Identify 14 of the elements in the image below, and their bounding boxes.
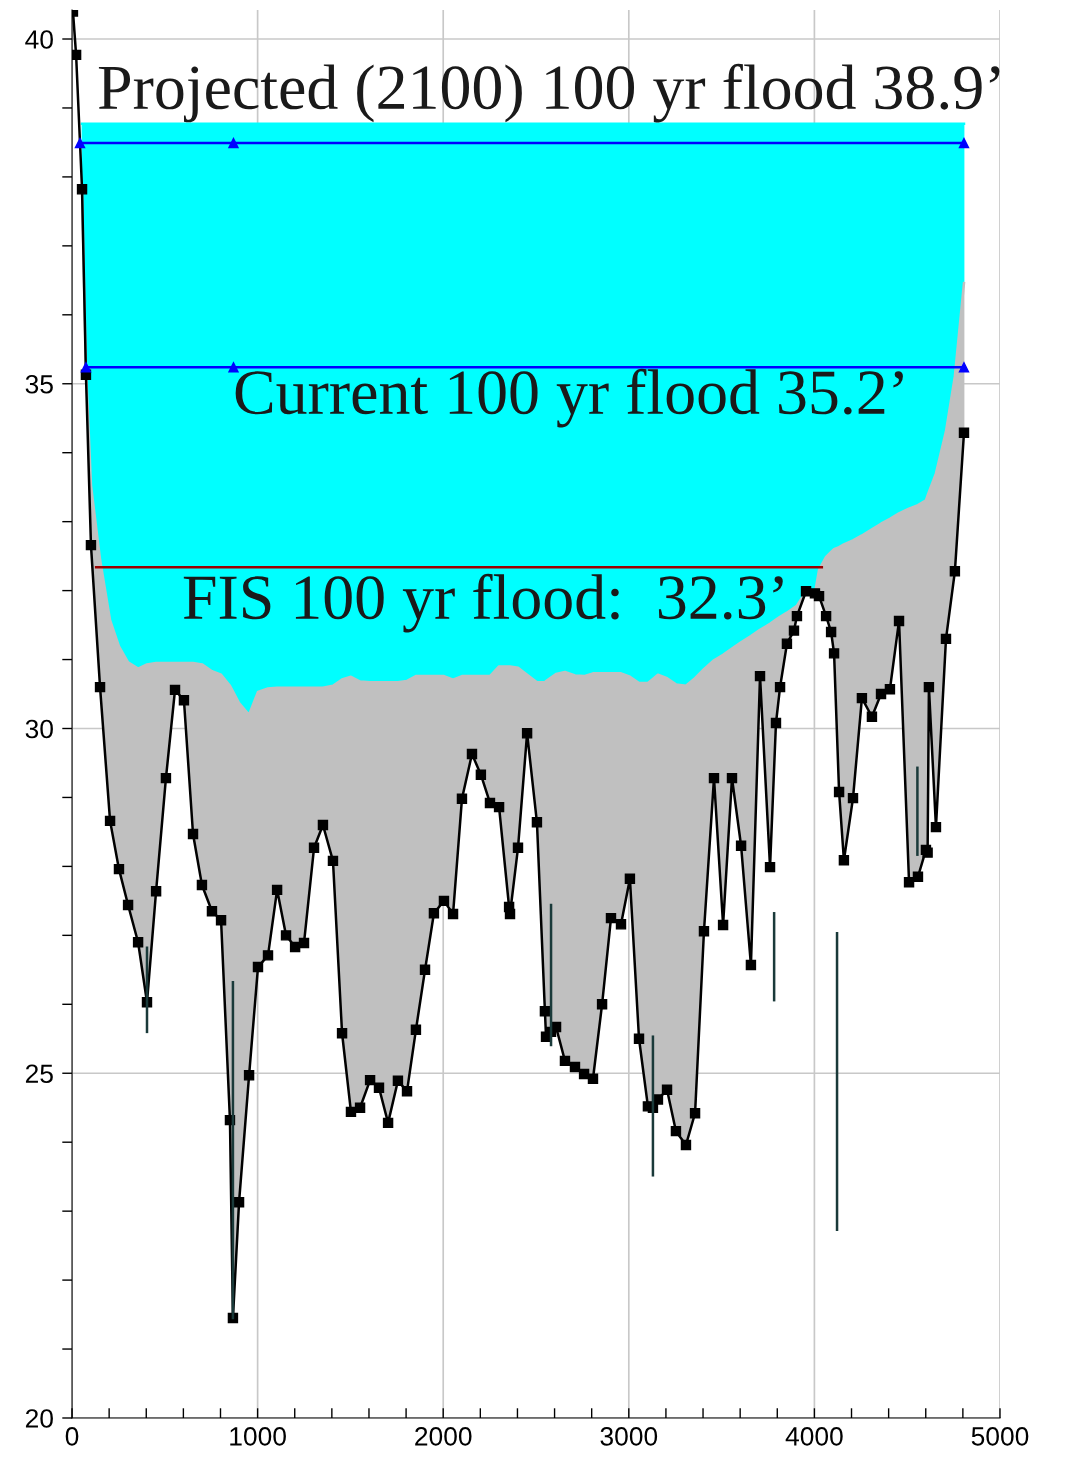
y-tick-label: 40 (25, 30, 53, 49)
y-tick-label: 20 (25, 1409, 53, 1428)
y-tick-label: 30 (25, 719, 53, 739)
y-tick-label: 35 (25, 374, 53, 394)
x-tick-label: 1000 (230, 1427, 286, 1446)
x-tick-label: 2000 (415, 1427, 472, 1446)
x-tick-label: 5000 (971, 1427, 1029, 1446)
x-tick-label: 3000 (600, 1427, 658, 1446)
x-tick-label: 4000 (785, 1427, 843, 1446)
x-tick-label: 0 (65, 1427, 79, 1446)
annotation: Projected (2100) 100 yr flood 38.9’ (98, 63, 1000, 123)
annotation: FIS 100 yr flood: 32.3’ (183, 573, 783, 633)
y-tick-label: 25 (25, 1064, 53, 1084)
annotation: Current 100 yr flood 35.2’ (235, 368, 903, 428)
